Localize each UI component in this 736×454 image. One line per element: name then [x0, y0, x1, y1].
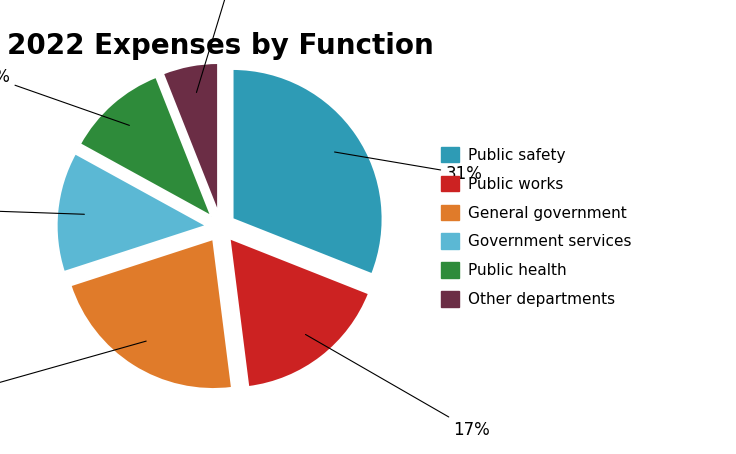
- Text: 6%: 6%: [197, 0, 243, 93]
- Text: 13%: 13%: [0, 200, 85, 218]
- Text: 17%: 17%: [305, 335, 490, 439]
- Wedge shape: [163, 63, 218, 213]
- Text: 2022 Expenses by Function: 2022 Expenses by Function: [7, 32, 434, 60]
- Text: 22%: 22%: [0, 341, 146, 404]
- Wedge shape: [233, 69, 383, 274]
- Text: 31%: 31%: [335, 152, 483, 183]
- Wedge shape: [57, 153, 207, 272]
- Wedge shape: [230, 238, 369, 387]
- Wedge shape: [80, 77, 211, 217]
- Wedge shape: [71, 239, 232, 389]
- Legend: Public safety, Public works, General government, Government services, Public hea: Public safety, Public works, General gov…: [434, 140, 637, 314]
- Text: 11%: 11%: [0, 68, 130, 125]
